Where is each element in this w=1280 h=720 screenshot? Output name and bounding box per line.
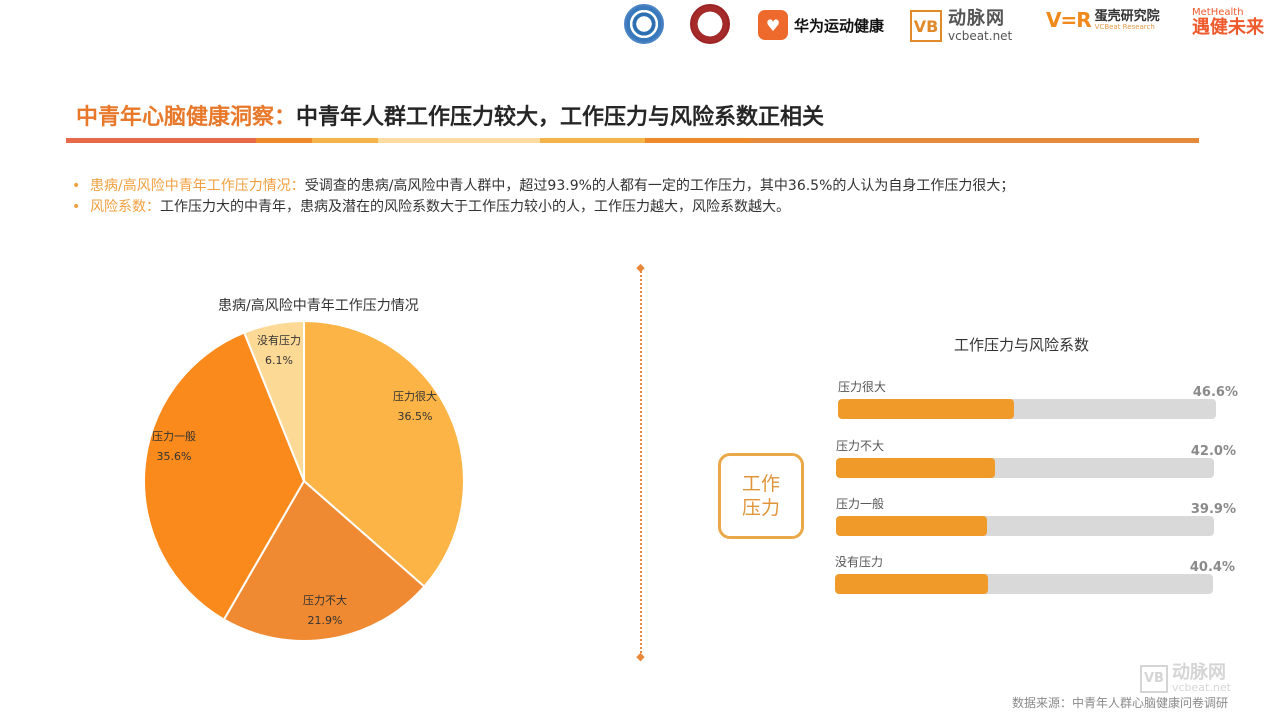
pie-slice-label: 压力一般 35.6% — [152, 427, 196, 467]
medical-association-emblem-logo — [690, 4, 730, 44]
bar-row: 压力很大 46.6% — [838, 378, 1238, 428]
page-title: 中青年心脑健康洞察：中青年人群工作压力较大，工作压力与风险系数正相关 — [76, 99, 824, 131]
watermark-cn-text: 动脉网 — [1172, 662, 1226, 683]
methealth-cn-text: 遇健未来 — [1192, 17, 1264, 38]
group-label-line1: 工作 — [741, 473, 780, 495]
bar-fill — [836, 516, 987, 536]
bullet-key: 风险系数： — [90, 199, 160, 215]
bar-row: 没有压力 40.4% — [835, 553, 1235, 603]
huawei-health-text: 华为运动健康 — [794, 16, 885, 35]
heart-icon: ♥ — [758, 10, 788, 40]
bullet-dot-icon: • — [72, 178, 81, 194]
bullet-dot-icon: • — [72, 199, 81, 215]
pie-slice-category: 没有压力 — [257, 334, 301, 347]
watermark-en-text: vcbeat.net — [1172, 681, 1231, 694]
bullet-item: • 风险系数： 工作压力大的中青年，患病及潜在的风险系数大于工作压力较小的人，工… — [72, 197, 1014, 218]
pie-slice-value: 6.1% — [265, 354, 293, 367]
bullet-key: 患病/高风险中青年工作压力情况： — [90, 178, 305, 194]
bar-chart-title: 工作压力与风险系数 — [954, 336, 1090, 354]
bar-label: 压力一般 — [836, 497, 885, 511]
bar-fill — [836, 458, 995, 478]
vcbeat-research-logo: V=R 蛋壳研究院 VCBeat Research — [1046, 8, 1160, 32]
underline-segment — [66, 138, 256, 143]
bullet-value: 受调查的患病/高风险中青人群中，超过93.9%的人都有一定的工作压力，其中36.… — [304, 178, 1015, 194]
bar-label: 压力很大 — [838, 380, 887, 394]
huawei-health-logo: ♥ 华为运动健康 — [758, 10, 884, 40]
title-highlight: 中青年心脑健康洞察： — [76, 105, 297, 130]
bar-row: 压力不大 42.0% — [836, 437, 1236, 487]
pie-slice — [242, 319, 305, 482]
pie-slice — [222, 479, 426, 642]
vcbeat-watermark: VB 动脉网 vcbeat.net — [1140, 664, 1231, 693]
bar-value: 46.6% — [1192, 385, 1238, 400]
bar-track — [838, 399, 1216, 419]
divider-end-icon: ◆ — [636, 650, 645, 663]
methealth-logo: MetHealth 遇健未来 — [1192, 8, 1264, 37]
bar-value: 39.9% — [1190, 502, 1236, 517]
bar-value: 40.4% — [1189, 560, 1235, 575]
title-underline — [66, 138, 1199, 143]
bar-value: 42.0% — [1190, 444, 1236, 459]
pie-slice-label: 压力很大 36.5% — [393, 387, 437, 427]
vbr-mark-icon: V=R — [1046, 8, 1092, 32]
vcbeat-logo: VB 动脉网 vcbeat.net — [910, 8, 1012, 44]
watermark-mark-icon: VB — [1140, 664, 1168, 693]
bar-fill — [838, 399, 1014, 419]
underline-segment — [645, 138, 750, 143]
dotted-divider — [640, 268, 642, 656]
vcbeat-en-text: vcbeat.net — [948, 29, 1013, 43]
bullet-value: 工作压力大的中青年，患病及潜在的风险系数大于工作压力较小的人，工作压力越大，风险… — [160, 199, 790, 215]
bar-label: 没有压力 — [835, 555, 884, 569]
pie-slice-category: 压力一般 — [152, 430, 196, 443]
bar-track — [835, 574, 1213, 594]
pie-chart — [143, 319, 465, 642]
bar-fill — [835, 574, 988, 594]
pie-slice-category: 压力很大 — [393, 390, 437, 403]
vbr-cn-text: 蛋壳研究院 — [1094, 8, 1160, 24]
underline-segment — [256, 138, 312, 143]
work-stress-group-label: 工作 压力 — [718, 453, 804, 539]
bar-track — [836, 458, 1214, 478]
vcbeat-mark-icon: VB — [910, 10, 942, 42]
bar-row: 压力一般 39.9% — [836, 495, 1236, 545]
pie-slice-value: 36.5% — [397, 410, 433, 423]
divider-end-icon: ◆ — [636, 261, 645, 274]
bar-track — [836, 516, 1214, 536]
bar-label: 压力不大 — [836, 439, 885, 453]
vbr-en-text: VCBeat Research — [1094, 22, 1155, 31]
underline-segment — [312, 138, 378, 143]
vcbeat-cn-text: 动脉网 — [948, 8, 1005, 29]
pie-slice-category: 压力不大 — [303, 594, 347, 607]
underline-segment — [378, 138, 540, 143]
group-label-line2: 压力 — [741, 497, 780, 519]
pie-slice-value: 21.9% — [307, 614, 343, 627]
bullet-item: • 患病/高风险中青年工作压力情况： 受调查的患病/高风险中青人群中，超过93.… — [72, 176, 1014, 197]
summary-bullets: • 患病/高风险中青年工作压力情况： 受调查的患病/高风险中青人群中，超过93.… — [72, 176, 1014, 218]
pie-slice-value: 35.6% — [156, 450, 192, 463]
partner-logos: ♥ 华为运动健康 VB 动脉网 vcbeat.net V=R 蛋壳研究院 VCB… — [0, 0, 1280, 50]
pie-slice — [143, 331, 306, 621]
methealth-en-text: MetHealth — [1192, 7, 1244, 18]
university-emblem-logo — [624, 4, 664, 44]
pie-slice — [303, 319, 465, 588]
pie-slice-label: 没有压力 6.1% — [257, 331, 301, 371]
data-source: 数据来源：中青年人群心脑健康问卷调研 — [1012, 696, 1229, 710]
title-main: 中青年人群工作压力较大，工作压力与风险系数正相关 — [296, 105, 825, 130]
underline-segment — [540, 138, 645, 143]
pie-slice-label: 压力不大 21.9% — [303, 591, 347, 631]
underline-segment — [750, 138, 1199, 143]
pie-chart-title: 患病/高风险中青年工作压力情况 — [218, 298, 419, 314]
